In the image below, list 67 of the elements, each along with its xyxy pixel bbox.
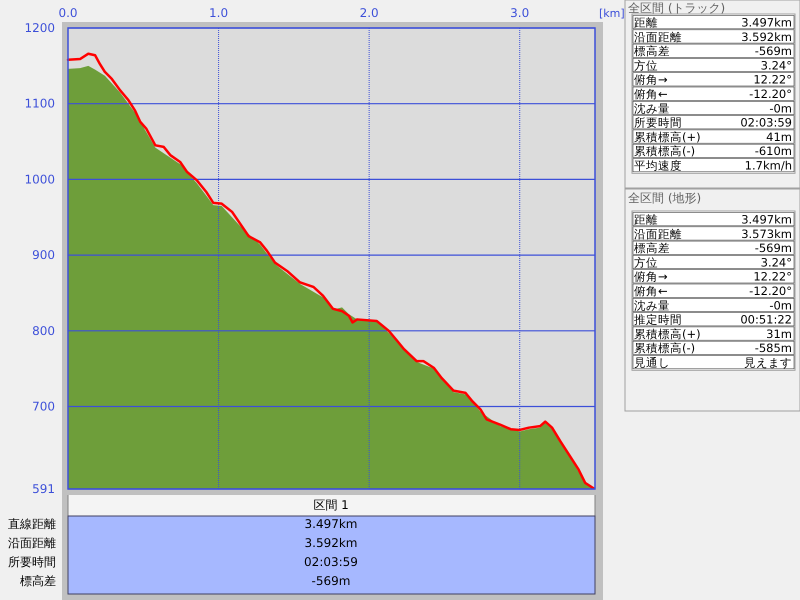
y-tick-label: 1000 [24, 172, 55, 186]
text: 俯角→ [634, 270, 668, 284]
y-tick-label: 591 [32, 482, 55, 496]
text: 推定時間 [634, 312, 682, 327]
y-tick-label: 800 [32, 324, 55, 338]
text: 沿面距離 [634, 226, 682, 241]
text: 所要時間 [634, 116, 682, 130]
text: 全区間 (地形) [628, 191, 702, 205]
x-tick-label: 1.0 [209, 6, 228, 20]
text: 見えます [744, 356, 792, 370]
text: 12.22° [753, 270, 792, 284]
text: 沿面距離 [8, 536, 56, 550]
text: 所要時間 [8, 555, 56, 569]
text: 3.497km [304, 517, 358, 531]
text: 累積標高(+) [634, 130, 701, 144]
y-tick-label: 1200 [24, 21, 55, 35]
text: 31m [766, 326, 792, 341]
text: 3.497km [741, 16, 792, 30]
text: 02:03:59 [740, 116, 792, 130]
x-axis-title: [km] [599, 7, 625, 20]
text: 累積標高(-) [634, 341, 696, 356]
x-tick-label: 2.0 [360, 6, 379, 20]
text: 全区間 (トラック) [628, 1, 726, 15]
text: 3.24° [760, 255, 792, 270]
text: 3.592km [304, 536, 358, 550]
text: 沈み量 [634, 298, 670, 312]
text: 1.7km/h [744, 158, 792, 172]
text: 3.573km [741, 226, 792, 241]
text: -569m [312, 574, 350, 588]
text: 12.22° [753, 72, 792, 87]
text: 沿面距離 [634, 30, 682, 44]
text: 3.24° [760, 58, 792, 72]
text: 見通し [634, 356, 670, 370]
y-tick-label: 900 [32, 248, 55, 262]
text: 3.592km [741, 30, 792, 44]
text: 俯角← [634, 87, 668, 101]
text: -569m [754, 241, 792, 256]
x-tick-label: 3.0 [510, 6, 530, 20]
x-tick-label: 0.0 [58, 6, 78, 20]
text: 距離 [634, 212, 658, 226]
text: 標高差 [634, 44, 670, 58]
text: -585m [754, 341, 792, 356]
text: -610m [754, 144, 792, 158]
text: 00:51:22 [740, 312, 792, 327]
y-tick-label: 1100 [24, 96, 55, 111]
text: 距離 [634, 16, 658, 30]
text: 俯角→ [634, 72, 668, 87]
text: -0m [769, 298, 792, 312]
text: -0m [769, 101, 792, 116]
text: 標高差 [634, 241, 670, 256]
text: 02:03:59 [304, 555, 358, 569]
text: -12.20° [749, 284, 792, 298]
text: -12.20° [749, 87, 792, 101]
text: 方位 [634, 58, 658, 72]
text: -569m [754, 44, 792, 58]
text: 3.497km [741, 212, 792, 226]
text: 直線距離 [8, 517, 56, 531]
text: 沈み量 [634, 101, 670, 116]
text: 方位 [634, 255, 658, 270]
y-tick-label: 700 [32, 399, 55, 414]
text: 標高差 [20, 574, 56, 588]
text: 俯角← [634, 284, 668, 298]
text: 累積標高(-) [634, 144, 696, 158]
text: 41m [766, 130, 792, 144]
text: 累積標高(+) [634, 326, 701, 341]
text: 平均速度 [634, 158, 682, 172]
text: 区間 1 [313, 498, 349, 512]
